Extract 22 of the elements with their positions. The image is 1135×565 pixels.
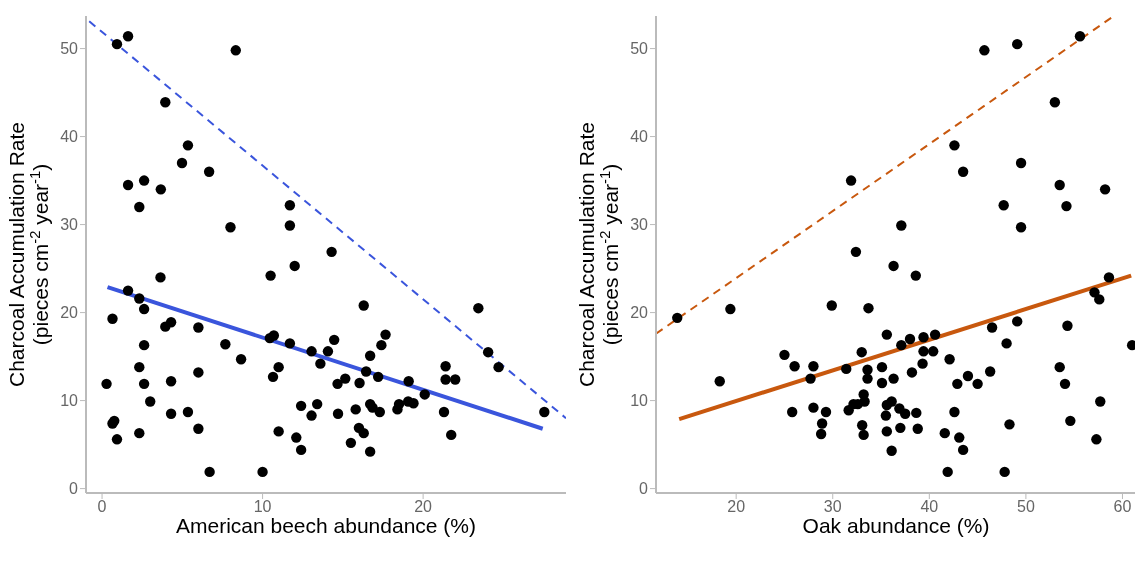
y-tick-label: 50 bbox=[60, 40, 79, 58]
x-tick-label: 0 bbox=[97, 498, 107, 516]
y-tick-label: 0 bbox=[639, 480, 649, 498]
x-axis-title: American beech abundance (%) bbox=[175, 514, 477, 537]
y-tick-label: 50 bbox=[630, 40, 649, 58]
x-tick-label: 40 bbox=[920, 498, 939, 516]
x-tick-label: 30 bbox=[823, 498, 842, 516]
x-tick-label: 20 bbox=[727, 498, 746, 516]
x-tick-label: 60 bbox=[1113, 498, 1132, 516]
y-tick-label: 10 bbox=[630, 392, 649, 410]
y-tick-label: 40 bbox=[630, 128, 649, 146]
x-tick-label: 10 bbox=[253, 498, 272, 516]
x-axis-title: Oak abundance (%) bbox=[802, 514, 990, 537]
y-tick-label: 20 bbox=[630, 304, 649, 322]
y-tick-label: 0 bbox=[69, 480, 79, 498]
x-tick-label: 20 bbox=[414, 498, 433, 516]
y-tick-label: 40 bbox=[60, 128, 79, 146]
y-tick-label: 10 bbox=[60, 392, 79, 410]
y-tick-label: 30 bbox=[630, 216, 649, 234]
x-tick-label: 50 bbox=[1017, 498, 1035, 516]
y-tick-label: 20 bbox=[60, 304, 79, 322]
y-tick-label: 30 bbox=[60, 216, 79, 234]
